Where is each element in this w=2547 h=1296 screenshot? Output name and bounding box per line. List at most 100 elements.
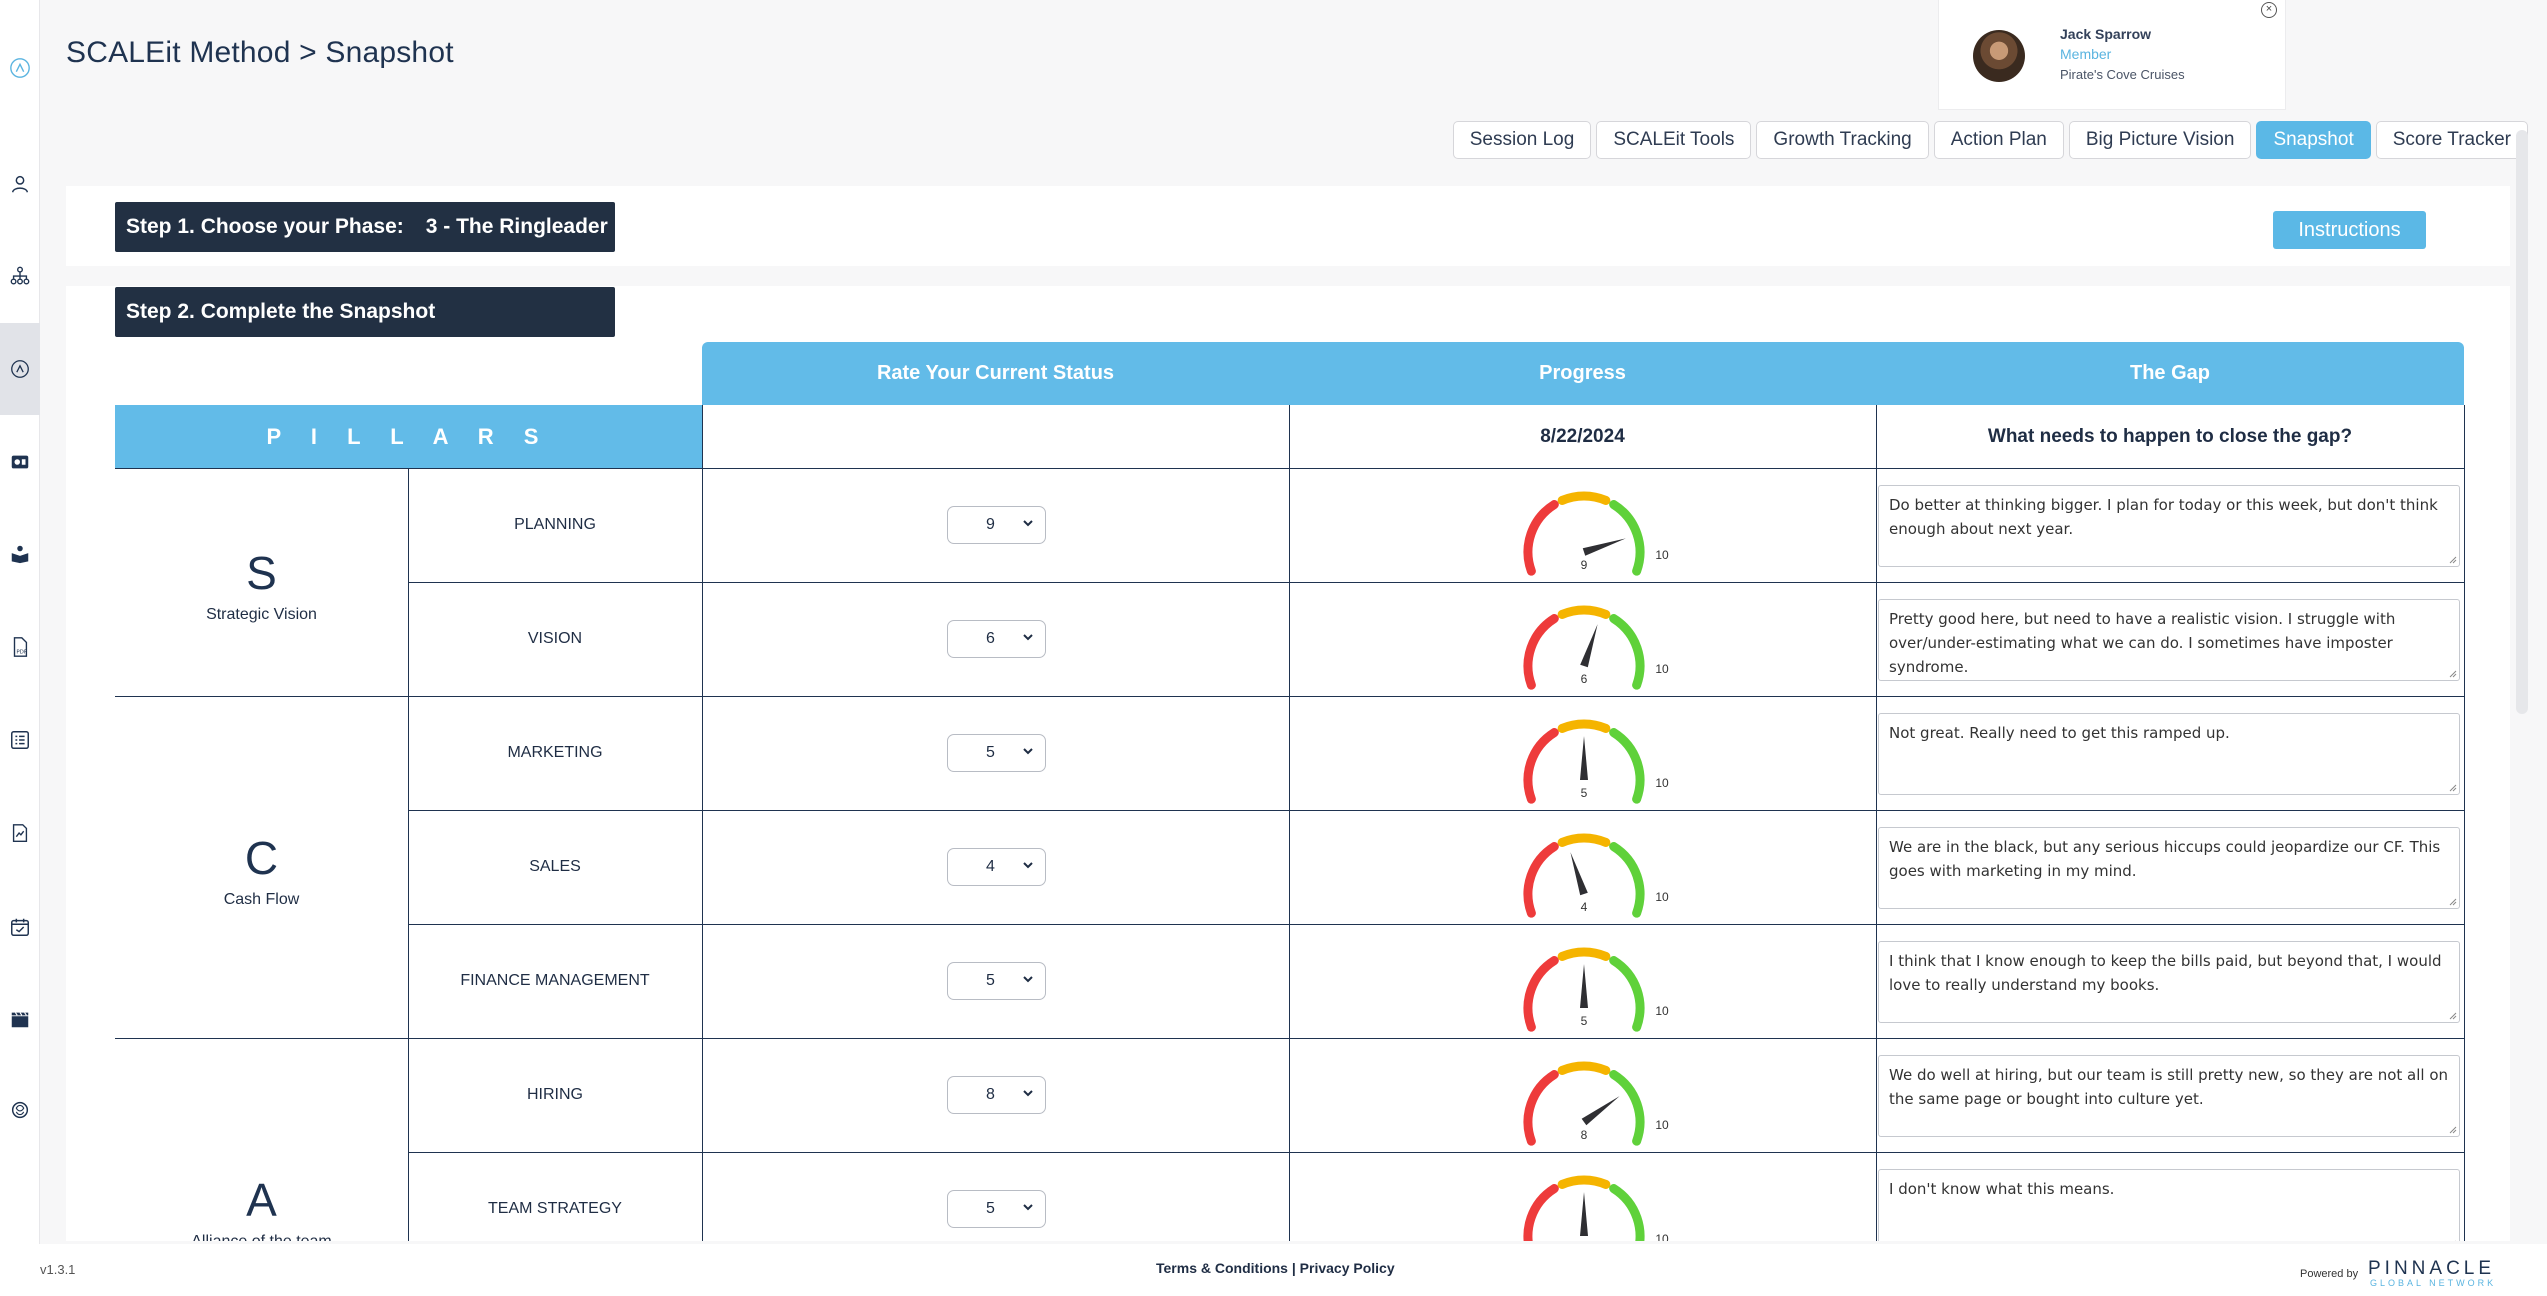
- footer: v1.3.1 Terms & Conditions | Privacy Poli…: [0, 1244, 2547, 1296]
- gauge-yellow-arc: [1557, 1061, 1611, 1075]
- header-col-divider: [702, 405, 703, 468]
- brand-logo[interactable]: PINNACLE: [2368, 1258, 2496, 1279]
- rating-select[interactable]: 5: [947, 734, 1046, 772]
- tab-big-picture-vision[interactable]: Big Picture Vision: [2068, 121, 2252, 159]
- gap-textarea[interactable]: Pretty good here, but need to have a rea…: [1878, 599, 2460, 681]
- rating-select[interactable]: 5: [947, 962, 1046, 1000]
- col-progress-header: Progress: [1539, 362, 1626, 384]
- gap-textarea[interactable]: Not great. Really need to get this rampe…: [1878, 713, 2460, 795]
- table-col-divider: [1876, 468, 1877, 1241]
- gap-textarea[interactable]: I think that I know enough to keep the b…: [1878, 941, 2460, 1023]
- table-col-divider: [1289, 468, 1290, 1241]
- pdf-icon[interactable]: PDF: [0, 627, 40, 667]
- table-row-divider: [408, 1152, 2464, 1153]
- gauge-needle: [1580, 1192, 1588, 1236]
- org-chart-icon[interactable]: [0, 256, 40, 296]
- gauge-needle: [1580, 736, 1588, 780]
- pillar-letter: S: [246, 547, 277, 599]
- progress-gauge: 4 10: [1523, 833, 1669, 918]
- step1-bar[interactable]: Step 1. Choose your Phase: 3 - The Ringl…: [115, 202, 615, 252]
- gauge-yellow-arc: [1557, 491, 1611, 505]
- gauge-red-arc: [1523, 614, 1559, 690]
- rating-select[interactable]: 6: [947, 620, 1046, 658]
- tab-bar: Session Log SCALEit Tools Growth Trackin…: [1452, 121, 2528, 159]
- gauge-yellow-arc: [1557, 833, 1611, 847]
- progress-gauge: 510: [1523, 719, 1669, 804]
- gauge-value-label: 9: [1581, 558, 1588, 572]
- report-icon[interactable]: [0, 813, 40, 853]
- media-icon[interactable]: [0, 442, 40, 482]
- resize-handle-icon[interactable]: [2447, 1124, 2457, 1134]
- table-row-divider: [408, 810, 2464, 811]
- svg-text:PDF: PDF: [16, 649, 27, 655]
- gauge-max-label: 10: [1655, 1232, 1669, 1241]
- gap-textarea[interactable]: Do better at thinking bigger. I plan for…: [1878, 485, 2460, 567]
- tab-action-plan[interactable]: Action Plan: [1933, 121, 2064, 159]
- header-col-divider: [1289, 405, 1290, 468]
- learning-icon[interactable]: [0, 534, 40, 574]
- resize-handle-icon[interactable]: [2447, 1238, 2457, 1241]
- phase-value: 3 - The Ringleader: [425, 215, 608, 238]
- footer-separator: |: [1287, 1260, 1300, 1276]
- scrollbar[interactable]: [2516, 130, 2528, 714]
- table-row-divider: [115, 696, 2464, 697]
- tab-scaleit-tools[interactable]: SCALEit Tools: [1596, 121, 1752, 159]
- terms-link[interactable]: Terms & Conditions: [1156, 1260, 1288, 1276]
- checklist-icon[interactable]: [0, 720, 40, 760]
- pillar-name: Cash Flow: [223, 891, 300, 908]
- avatar[interactable]: [1973, 30, 2025, 82]
- snapshot-panel: Step 2. Complete the Snapshot Rate Your …: [66, 286, 2510, 1241]
- calendar-check-icon[interactable]: [0, 907, 40, 947]
- resize-handle-icon[interactable]: [2447, 782, 2457, 792]
- resize-handle-icon[interactable]: [2447, 554, 2457, 564]
- gap-textarea[interactable]: We are in the black, but any serious hic…: [1878, 827, 2460, 909]
- gap-text: I think that I know enough to keep the b…: [1889, 952, 2442, 994]
- chevron-down-icon: [1023, 862, 1033, 869]
- instructions-button[interactable]: Instructions: [2273, 211, 2426, 249]
- gauge-value-label: 5: [1581, 1014, 1588, 1028]
- scaleit-method-icon[interactable]: [0, 323, 40, 415]
- resize-handle-icon[interactable]: [2447, 668, 2457, 678]
- gauge-max-label: 10: [1655, 662, 1669, 676]
- resize-handle-icon[interactable]: [2447, 896, 2457, 906]
- table-right-border: [2464, 405, 2465, 1241]
- gauge-red-arc: [1523, 956, 1559, 1032]
- rating-select[interactable]: 4: [947, 848, 1046, 886]
- tab-growth-tracking[interactable]: Growth Tracking: [1756, 121, 1929, 159]
- app-logo-icon[interactable]: [0, 48, 40, 88]
- gap-text: Not great. Really need to get this rampe…: [1889, 724, 2230, 742]
- clapperboard-icon[interactable]: [0, 999, 40, 1039]
- pillar-name: Strategic Vision: [206, 606, 317, 623]
- gauge-red-arc: [1523, 728, 1559, 804]
- gauge-needle: [1581, 1096, 1620, 1126]
- gauge-yellow-arc: [1557, 605, 1611, 619]
- rating-value: 9: [986, 516, 995, 533]
- gap-text: We do well at hiring, but our team is st…: [1889, 1066, 2449, 1108]
- gauge-needle: [1580, 964, 1588, 1008]
- profile-icon[interactable]: [0, 164, 40, 204]
- gap-text: Pretty good here, but need to have a rea…: [1889, 610, 2396, 676]
- gap-textarea[interactable]: I don't know what this means.: [1878, 1169, 2460, 1241]
- resize-handle-icon[interactable]: [2447, 1010, 2457, 1020]
- close-icon[interactable]: ×: [2261, 2, 2277, 18]
- gap-textarea[interactable]: We do well at hiring, but our team is st…: [1878, 1055, 2460, 1137]
- gap-question: What needs to happen to close the gap?: [1987, 425, 2353, 447]
- tab-score-tracker[interactable]: Score Tracker: [2375, 121, 2528, 159]
- gap-text: We are in the black, but any serious hic…: [1889, 838, 2441, 880]
- header-col-divider: [1876, 405, 1877, 468]
- rating-select[interactable]: 5: [947, 1190, 1046, 1228]
- subject-label: HIRING: [527, 1086, 583, 1103]
- step2-bar: Step 2. Complete the Snapshot: [115, 287, 615, 337]
- tab-session-log[interactable]: Session Log: [1452, 121, 1592, 159]
- rating-select[interactable]: 8: [947, 1076, 1046, 1114]
- tab-snapshot[interactable]: Snapshot: [2256, 121, 2371, 159]
- rating-value: 5: [986, 972, 995, 989]
- col-rate-header: Rate Your Current Status: [876, 362, 1115, 384]
- subject-label: FINANCE MANAGEMENT: [460, 972, 650, 989]
- progress-gauge: 510: [1523, 1175, 1669, 1241]
- rating-select[interactable]: 9: [947, 506, 1046, 544]
- pillar-letter: C: [244, 832, 279, 884]
- progress-gauge: 9 10: [1523, 491, 1669, 576]
- privacy-link[interactable]: Privacy Policy: [1299, 1260, 1395, 1276]
- ai-assistant-icon[interactable]: [0, 1090, 40, 1130]
